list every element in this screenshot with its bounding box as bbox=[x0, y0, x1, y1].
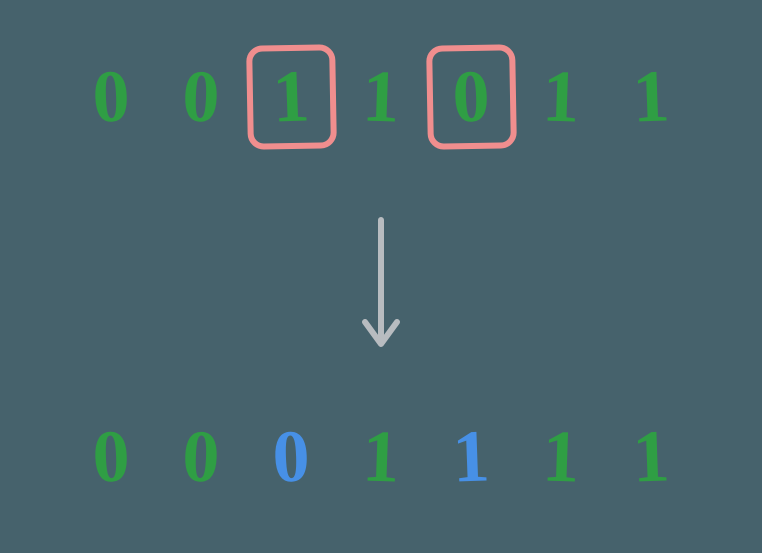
digit-top-0: 0 bbox=[85, 59, 138, 135]
bottom-row: 0 0 0 1 1 1 1 bbox=[0, 420, 762, 494]
digit-bottom-1: 0 bbox=[175, 419, 228, 495]
top-row: 0 0 1 1 0 1 1 bbox=[0, 60, 762, 134]
digit-bottom-5: 1 bbox=[535, 419, 588, 495]
digit-top-5: 1 bbox=[535, 59, 588, 135]
digit-bottom-6: 1 bbox=[625, 419, 678, 495]
digit-bottom-0: 0 bbox=[85, 419, 138, 495]
digit-bottom-4: 1 bbox=[445, 419, 498, 495]
digit-top-3: 1 bbox=[355, 59, 408, 135]
digit-bottom-3: 1 bbox=[355, 419, 408, 495]
arrow-down-icon bbox=[351, 210, 411, 375]
digit-bottom-2: 0 bbox=[265, 419, 318, 495]
digit-top-6: 1 bbox=[625, 59, 678, 135]
digit-top-2: 1 bbox=[265, 59, 318, 135]
digit-top-4: 0 bbox=[445, 59, 498, 135]
digit-top-1: 0 bbox=[175, 59, 228, 135]
